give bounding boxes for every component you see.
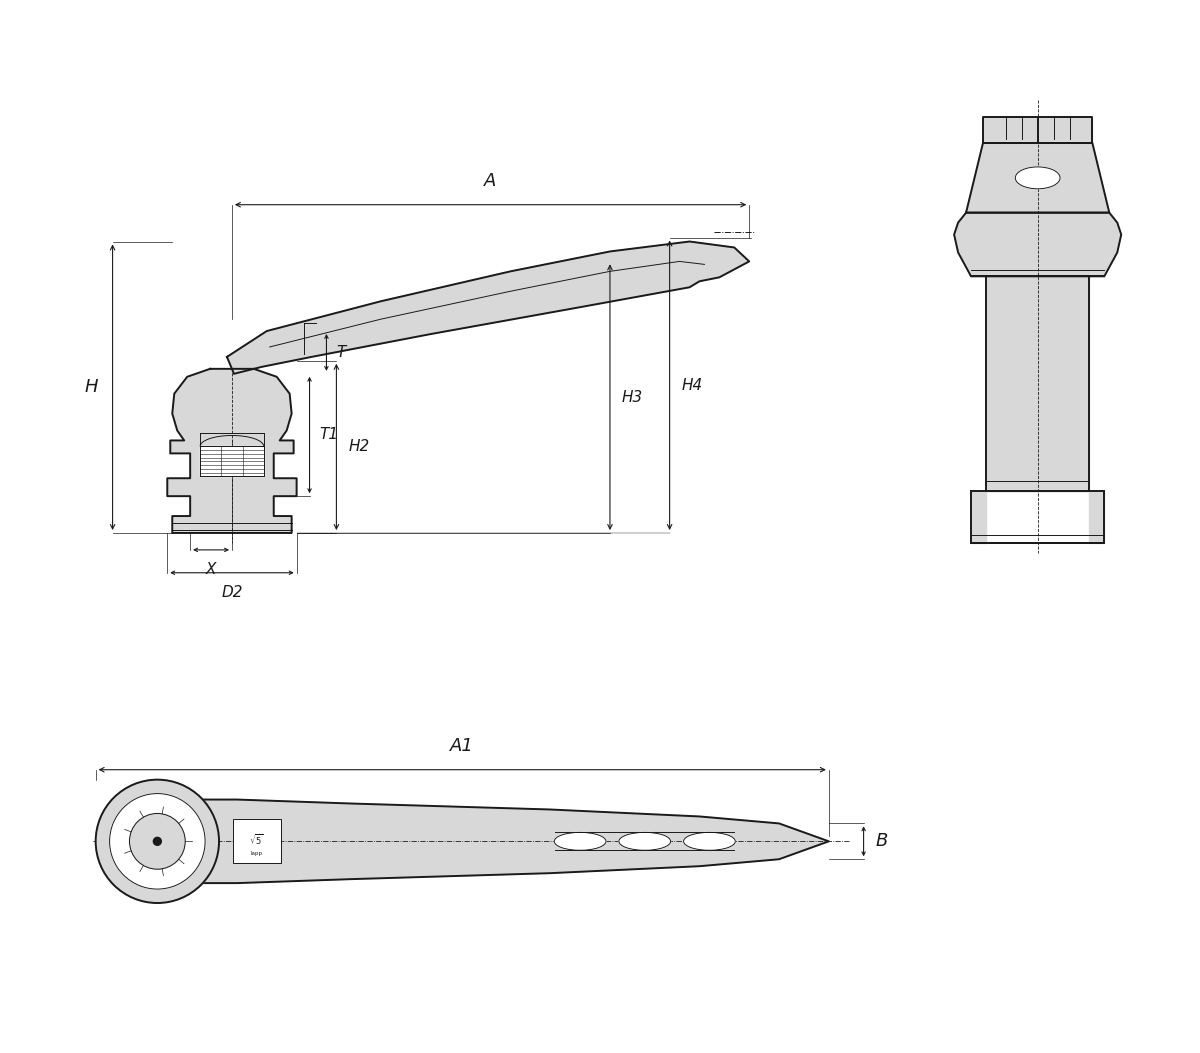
- Text: $\sqrt{5}$: $\sqrt{5}$: [250, 832, 264, 847]
- Text: T: T: [336, 345, 346, 360]
- Polygon shape: [200, 446, 264, 476]
- Polygon shape: [227, 241, 749, 374]
- Ellipse shape: [619, 832, 671, 850]
- Text: T1: T1: [319, 428, 338, 442]
- FancyBboxPatch shape: [233, 819, 281, 863]
- Text: H3: H3: [622, 390, 643, 404]
- Polygon shape: [966, 143, 1109, 213]
- Text: B: B: [876, 832, 888, 851]
- Circle shape: [154, 837, 161, 846]
- Ellipse shape: [1015, 167, 1060, 188]
- Ellipse shape: [554, 832, 606, 850]
- Polygon shape: [200, 799, 829, 883]
- Text: H2: H2: [348, 439, 370, 455]
- Text: X: X: [206, 562, 216, 577]
- Polygon shape: [167, 369, 296, 533]
- Text: H4: H4: [682, 378, 703, 393]
- Circle shape: [96, 779, 220, 903]
- Polygon shape: [954, 213, 1121, 276]
- Polygon shape: [971, 491, 1104, 543]
- Polygon shape: [986, 276, 1090, 491]
- Text: A1: A1: [450, 737, 474, 755]
- Text: lapp: lapp: [251, 851, 263, 856]
- Text: H: H: [84, 378, 97, 396]
- Text: D2: D2: [221, 584, 242, 600]
- Text: A: A: [485, 172, 497, 190]
- Ellipse shape: [684, 832, 736, 850]
- Circle shape: [109, 794, 205, 889]
- Polygon shape: [983, 117, 1092, 143]
- Circle shape: [130, 814, 185, 869]
